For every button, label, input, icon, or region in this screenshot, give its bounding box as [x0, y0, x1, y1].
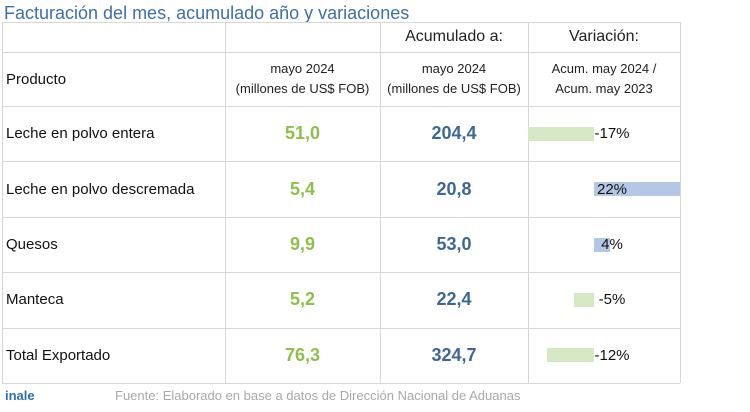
variation-cell: 4%	[528, 217, 680, 272]
month-cell: 5,4	[225, 161, 380, 216]
row-border	[2, 22, 680, 23]
header-line: Acum. may 2023	[555, 81, 653, 96]
variation-cell: -17%	[528, 106, 680, 161]
variation-label: -5%	[598, 291, 626, 309]
row-border	[2, 216, 680, 218]
accumulated-value: 324,7	[431, 344, 477, 365]
brand: inale	[5, 388, 35, 403]
variation-bar	[527, 126, 594, 141]
variation-bar	[594, 237, 610, 252]
month-value: 76,3	[284, 344, 321, 365]
header-line: mayo 2024	[421, 61, 487, 76]
column-header: Acum. may 2024 / Acum. may 2023	[528, 52, 680, 106]
variation-label: -17%	[594, 125, 630, 143]
accumulated-cell: 53,0	[380, 217, 528, 272]
row-border	[2, 106, 680, 107]
group-header: Variación:	[528, 22, 680, 52]
product-name: Quesos	[6, 235, 58, 253]
row-border	[2, 52, 680, 53]
month-cell: 76,3	[225, 328, 380, 383]
header-text: Producto	[6, 70, 67, 88]
accumulated-cell: 204,4	[380, 106, 528, 161]
month-cell: 5,2	[225, 272, 380, 327]
variation-cell: 22%	[528, 161, 680, 216]
header-line: (millones de US$ FOB)	[235, 81, 370, 96]
row-border	[2, 161, 680, 163]
col-border	[2, 22, 3, 383]
variation-label: -12%	[594, 346, 630, 364]
col-border	[380, 22, 381, 383]
month-value: 5,4	[289, 178, 316, 199]
col-border	[528, 22, 529, 383]
row-border	[2, 327, 680, 329]
column-header: Producto	[2, 52, 229, 106]
header-text: Acumulado a:	[405, 28, 503, 45]
group-header: Acumulado a:	[380, 22, 528, 52]
header-line: (millones de US$ FOB)	[387, 81, 521, 96]
row-border	[2, 272, 680, 274]
variation-label: 4%	[601, 235, 623, 253]
accumulated-value: 53,0	[436, 233, 472, 254]
accumulated-value: 204,4	[431, 123, 477, 144]
col-border	[680, 22, 681, 383]
product-name: Leche en polvo entera	[6, 125, 155, 143]
col-border	[225, 22, 226, 383]
row-border	[2, 383, 680, 384]
header-text: Variación:	[569, 28, 639, 45]
month-value: 5,2	[289, 289, 316, 310]
product-name: Manteca	[6, 291, 64, 309]
column-header: mayo 2024 (millones de US$ FOB)	[225, 52, 380, 106]
product-cell: Manteca	[2, 272, 229, 327]
header-line: mayo 2024	[270, 61, 335, 76]
variation-label: 22%	[596, 180, 628, 198]
accumulated-cell: 20,8	[380, 161, 528, 216]
header-line: Acum. may 2024 /	[551, 61, 657, 76]
month-cell: 9,9	[225, 217, 380, 272]
source-note: Fuente: Elaborado en base a datos de Dir…	[115, 388, 521, 403]
month-value: 9,9	[289, 233, 316, 254]
product-cell: Quesos	[2, 217, 229, 272]
product-cell: Total Exportado	[2, 328, 229, 383]
accumulated-cell: 324,7	[380, 328, 528, 383]
month-value: 51,0	[284, 123, 321, 144]
month-cell: 51,0	[225, 106, 380, 161]
column-header: mayo 2024 (millones de US$ FOB)	[380, 52, 528, 106]
variation-bar	[594, 182, 680, 197]
variation-bar	[547, 348, 594, 363]
accumulated-value: 22,4	[436, 289, 472, 310]
variation-cell: -5%	[528, 272, 680, 327]
accumulated-value: 20,8	[436, 178, 472, 199]
product-cell: Leche en polvo entera	[2, 106, 229, 161]
variation-bar	[574, 292, 594, 307]
accumulated-cell: 22,4	[380, 272, 528, 327]
variation-cell: -12%	[528, 328, 680, 383]
title: Facturación del mes, acumulado año y var…	[4, 3, 410, 23]
product-cell: Leche en polvo descremada	[2, 161, 229, 216]
product-name: Total Exportado	[6, 346, 111, 364]
product-name: Leche en polvo descremada	[6, 180, 195, 198]
